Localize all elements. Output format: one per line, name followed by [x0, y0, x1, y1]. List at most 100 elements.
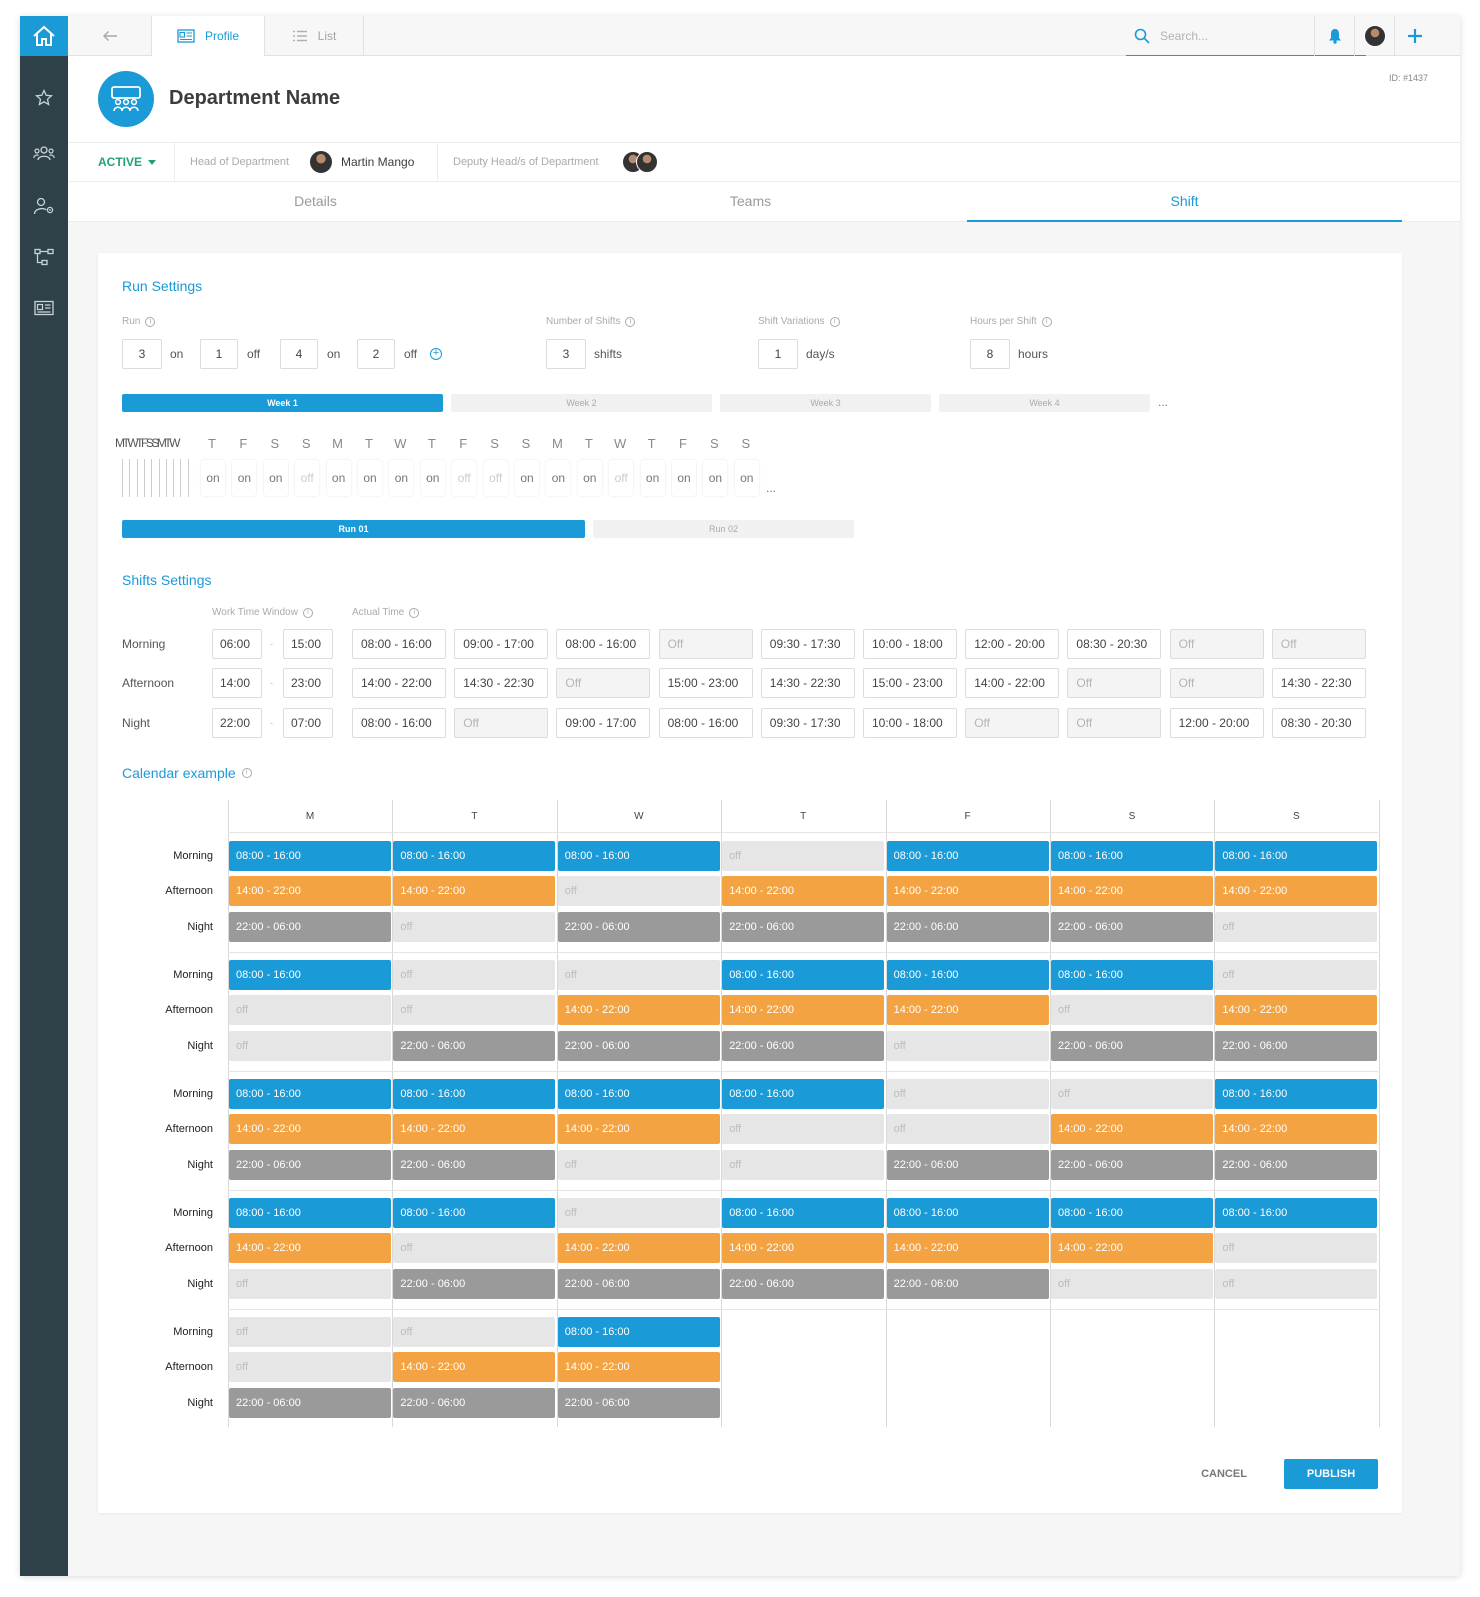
number-of-shifts-field[interactable]: 3 [546, 339, 586, 369]
window-end-field[interactable]: 23:00 [283, 668, 333, 699]
calendar-shift-cell[interactable]: off [557, 876, 720, 907]
calendar-shift-cell[interactable]: 22:00 - 06:00 [229, 1149, 391, 1180]
calendar-shift-cell[interactable]: 14:00 - 22:00 [229, 1114, 391, 1145]
week-tab-2[interactable]: Week 2 [451, 394, 712, 412]
window-end-field[interactable]: 07:00 [283, 707, 333, 738]
tab-shift[interactable]: Shift [967, 182, 1402, 222]
calendar-shift-cell[interactable]: off [557, 1198, 720, 1228]
home-button[interactable] [20, 16, 68, 56]
calendar-shift-cell[interactable]: 08:00 - 16:00 [722, 1079, 885, 1109]
calendar-shift-cell[interactable]: 14:00 - 22:00 [722, 1233, 885, 1264]
hours-per-shift-field[interactable]: 8 [970, 339, 1010, 369]
calendar-shift-cell[interactable]: 22:00 - 06:00 [1215, 1149, 1378, 1180]
actual-time-field[interactable]: Off [658, 629, 753, 659]
calendar-shift-cell[interactable]: 08:00 - 16:00 [557, 841, 720, 871]
calendar-shift-cell[interactable]: 22:00 - 06:00 [1215, 1030, 1378, 1061]
day-toggle[interactable]: on [420, 460, 445, 496]
run-field-1[interactable]: 3 [122, 339, 162, 369]
day-toggle[interactable]: off [295, 460, 320, 496]
calendar-shift-cell[interactable]: 14:00 - 22:00 [229, 1233, 391, 1264]
actual-time-field[interactable]: Off [1271, 629, 1366, 659]
calendar-shift-cell[interactable]: 22:00 - 06:00 [229, 1387, 391, 1418]
calendar-shift-cell[interactable]: 08:00 - 16:00 [722, 1198, 885, 1228]
calendar-shift-cell[interactable]: 14:00 - 22:00 [1215, 876, 1378, 907]
run-field-4[interactable]: 2 [357, 339, 395, 369]
calendar-shift-cell[interactable]: 14:00 - 22:00 [886, 1233, 1049, 1264]
calendar-shift-cell[interactable]: off [1215, 960, 1378, 990]
actual-time-field[interactable]: 15:00 - 23:00 [863, 668, 957, 699]
actual-time-field[interactable]: 10:00 - 18:00 [863, 629, 957, 659]
shift-variations-field[interactable]: 1 [758, 339, 798, 369]
actual-time-field[interactable]: 10:00 - 18:00 [863, 707, 957, 738]
notifications-button[interactable] [1314, 16, 1354, 56]
calendar-shift-cell[interactable]: off [1051, 1268, 1213, 1299]
calendar-shift-cell[interactable]: 08:00 - 16:00 [1051, 841, 1213, 871]
actual-time-field[interactable]: 14:30 - 22:30 [1271, 668, 1366, 699]
calendar-shift-cell[interactable]: off [393, 960, 556, 990]
calendar-shift-cell[interactable]: off [886, 1079, 1049, 1109]
calendar-shift-cell[interactable]: 14:00 - 22:00 [557, 1114, 720, 1145]
day-toggle-compressed[interactable] [187, 459, 189, 497]
day-toggle-compressed[interactable] [173, 459, 175, 497]
calendar-shift-cell[interactable]: 14:00 - 22:00 [229, 876, 391, 907]
week-tab-1[interactable]: Week 1 [122, 394, 443, 412]
actual-time-field[interactable]: 08:30 - 20:30 [1067, 629, 1162, 659]
calendar-shift-cell[interactable]: off [229, 1317, 391, 1347]
tab-list[interactable]: List [265, 16, 364, 56]
day-toggle[interactable]: on [232, 460, 257, 496]
calendar-shift-cell[interactable]: 14:00 - 22:00 [1051, 876, 1213, 907]
calendar-shift-cell[interactable]: 08:00 - 16:00 [1215, 1079, 1378, 1109]
run-tab-2[interactable]: Run 02 [593, 520, 854, 538]
more-days[interactable]: ... [766, 481, 777, 495]
calendar-shift-cell[interactable]: 22:00 - 06:00 [393, 1149, 556, 1180]
calendar-shift-cell[interactable]: 08:00 - 16:00 [722, 960, 885, 990]
calendar-shift-cell[interactable]: 08:00 - 16:00 [1215, 841, 1378, 871]
calendar-shift-cell[interactable]: 22:00 - 06:00 [557, 1387, 720, 1418]
calendar-shift-cell[interactable]: 14:00 - 22:00 [393, 1114, 556, 1145]
directory-button[interactable] [20, 288, 68, 328]
calendar-shift-cell[interactable]: 14:00 - 22:00 [722, 995, 885, 1026]
calendar-shift-cell[interactable]: 14:00 - 22:00 [557, 1352, 720, 1383]
day-toggle[interactable]: on [577, 460, 602, 496]
run-field-2[interactable]: 1 [200, 339, 238, 369]
actual-time-field[interactable]: 15:00 - 23:00 [658, 668, 753, 699]
actual-time-field[interactable]: Off [1067, 668, 1162, 699]
actual-time-field[interactable]: 14:30 - 22:30 [454, 668, 549, 699]
window-start-field[interactable]: 14:00 [212, 668, 262, 699]
calendar-shift-cell[interactable]: 22:00 - 06:00 [557, 1268, 720, 1299]
actual-time-field[interactable]: 08:00 - 16:00 [658, 707, 753, 738]
calendar-shift-cell[interactable]: 14:00 - 22:00 [393, 876, 556, 907]
search-input[interactable] [1160, 28, 1350, 43]
calendar-shift-cell[interactable]: off [229, 1352, 391, 1383]
calendar-shift-cell[interactable]: 22:00 - 06:00 [229, 911, 391, 942]
day-toggle[interactable]: on [672, 460, 696, 496]
calendar-shift-cell[interactable]: off [557, 960, 720, 990]
calendar-shift-cell[interactable]: off [393, 911, 556, 942]
head-of-department[interactable]: Martin Mango [309, 143, 414, 181]
calendar-shift-cell[interactable]: 14:00 - 22:00 [1215, 1114, 1378, 1145]
calendar-shift-cell[interactable]: 22:00 - 06:00 [1051, 1149, 1213, 1180]
day-toggle-compressed[interactable] [122, 459, 123, 497]
calendar-shift-cell[interactable]: 22:00 - 06:00 [1051, 1030, 1213, 1061]
calendar-shift-cell[interactable]: 08:00 - 16:00 [393, 1079, 556, 1109]
calendar-shift-cell[interactable]: 08:00 - 16:00 [1051, 1198, 1213, 1228]
day-toggle[interactable]: on [734, 460, 759, 496]
calendar-shift-cell[interactable]: off [557, 1149, 720, 1180]
run-field-3[interactable]: 4 [280, 339, 318, 369]
calendar-shift-cell[interactable]: 08:00 - 16:00 [886, 1198, 1049, 1228]
window-start-field[interactable]: 06:00 [212, 629, 262, 659]
calendar-shift-cell[interactable]: off [393, 1317, 556, 1347]
calendar-shift-cell[interactable]: 08:00 - 16:00 [886, 841, 1049, 871]
user-settings-button[interactable] [20, 186, 68, 226]
day-toggle[interactable]: on [515, 460, 539, 496]
actual-time-field[interactable]: Off [454, 707, 549, 738]
actual-time-field[interactable]: Off [1169, 629, 1264, 659]
day-toggle[interactable]: off [483, 460, 508, 496]
day-toggle[interactable]: on [326, 460, 351, 496]
calendar-shift-cell[interactable]: 08:00 - 16:00 [229, 1079, 391, 1109]
calendar-shift-cell[interactable]: 22:00 - 06:00 [393, 1387, 556, 1418]
calendar-shift-cell[interactable]: off [229, 995, 391, 1026]
day-toggle-compressed[interactable] [165, 459, 167, 497]
day-toggle-compressed[interactable] [158, 459, 160, 497]
day-toggle[interactable]: off [609, 460, 634, 496]
